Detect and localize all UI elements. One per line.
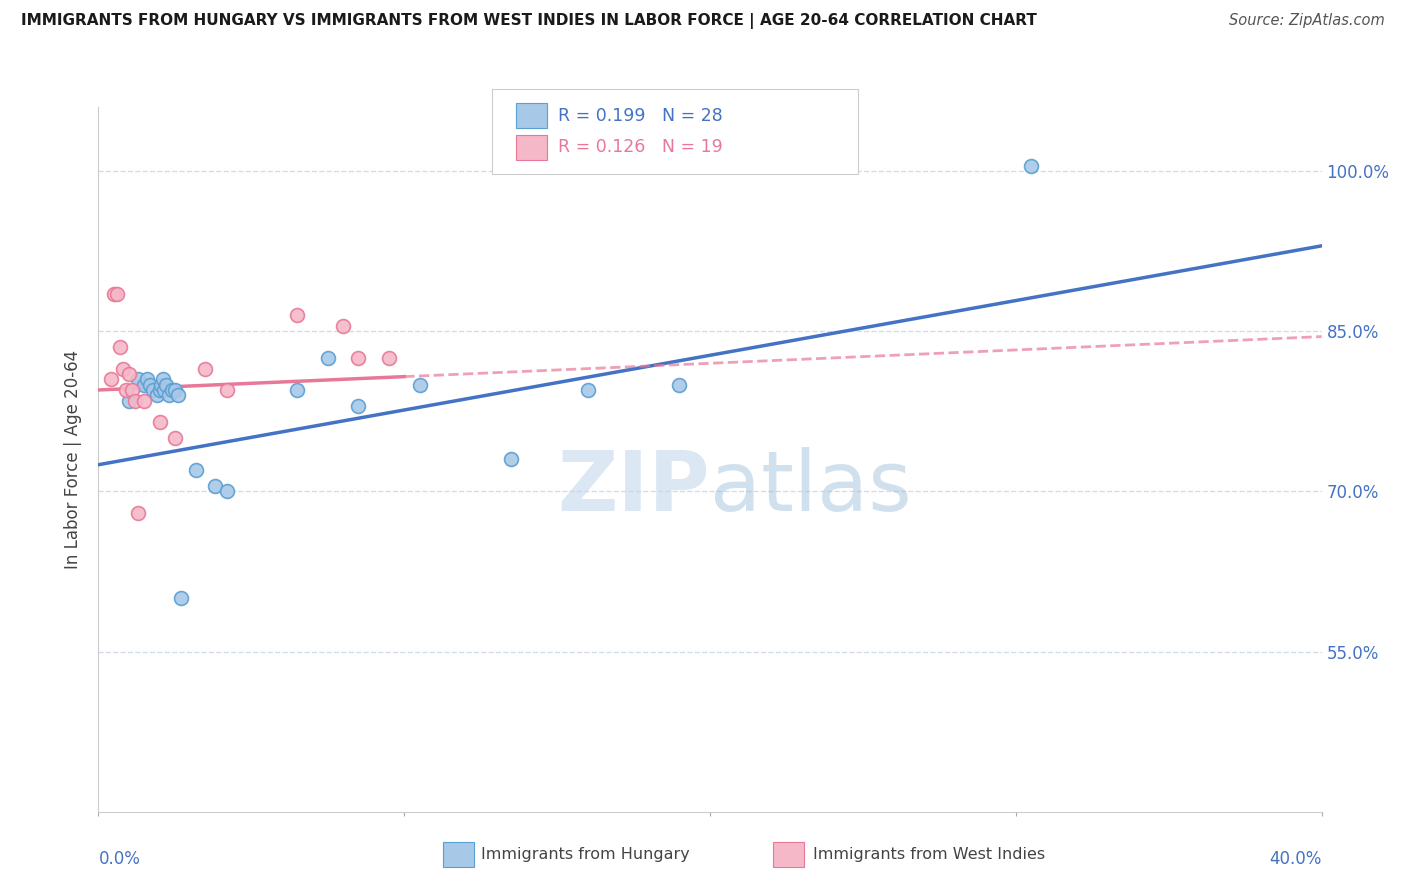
Text: atlas: atlas xyxy=(710,447,911,528)
Point xyxy=(150,377,173,392)
Point xyxy=(136,372,159,386)
Text: IMMIGRANTS FROM HUNGARY VS IMMIGRANTS FROM WEST INDIES IN LABOR FORCE | AGE 20-6: IMMIGRANTS FROM HUNGARY VS IMMIGRANTS FR… xyxy=(21,13,1038,29)
Point xyxy=(153,383,176,397)
Point xyxy=(215,383,238,397)
Text: Source: ZipAtlas.com: Source: ZipAtlas.com xyxy=(1229,13,1385,29)
Point xyxy=(285,383,308,397)
Point xyxy=(121,383,143,397)
Point xyxy=(167,388,190,402)
Point xyxy=(108,340,131,354)
Point xyxy=(127,506,149,520)
Point xyxy=(285,308,308,322)
Point xyxy=(160,383,183,397)
Point xyxy=(145,388,167,402)
Point xyxy=(1019,159,1042,173)
Point xyxy=(103,286,125,301)
Point xyxy=(118,393,141,408)
Point xyxy=(134,393,156,408)
Point xyxy=(134,377,156,392)
Point xyxy=(118,367,141,381)
Point xyxy=(115,383,138,397)
Point xyxy=(111,361,134,376)
Point xyxy=(157,388,180,402)
Point xyxy=(105,286,128,301)
Point xyxy=(100,372,122,386)
Point xyxy=(142,383,165,397)
Text: ZIP: ZIP xyxy=(558,447,710,528)
Text: Immigrants from Hungary: Immigrants from Hungary xyxy=(481,847,689,862)
Point xyxy=(163,383,186,397)
Point xyxy=(194,361,217,376)
Point xyxy=(576,383,599,397)
Point xyxy=(149,415,172,429)
Y-axis label: In Labor Force | Age 20-64: In Labor Force | Age 20-64 xyxy=(65,350,83,569)
Point xyxy=(215,484,238,499)
Text: 40.0%: 40.0% xyxy=(1270,850,1322,869)
Text: 0.0%: 0.0% xyxy=(98,850,141,869)
Point xyxy=(163,431,186,445)
Point xyxy=(170,591,193,606)
Text: R = 0.199   N = 28: R = 0.199 N = 28 xyxy=(558,107,723,125)
Point xyxy=(186,463,208,477)
Point xyxy=(149,383,172,397)
Point xyxy=(501,452,523,467)
Point xyxy=(124,393,146,408)
Point xyxy=(139,377,162,392)
Point xyxy=(155,377,177,392)
Point xyxy=(378,351,401,365)
Point xyxy=(204,479,226,493)
Point xyxy=(347,399,370,413)
Point xyxy=(316,351,339,365)
Point xyxy=(332,318,354,333)
Point xyxy=(668,377,690,392)
Point xyxy=(127,372,149,386)
Point xyxy=(347,351,370,365)
Text: R = 0.126   N = 19: R = 0.126 N = 19 xyxy=(558,138,723,156)
Text: Immigrants from West Indies: Immigrants from West Indies xyxy=(813,847,1045,862)
Point xyxy=(152,372,174,386)
Point xyxy=(408,377,430,392)
